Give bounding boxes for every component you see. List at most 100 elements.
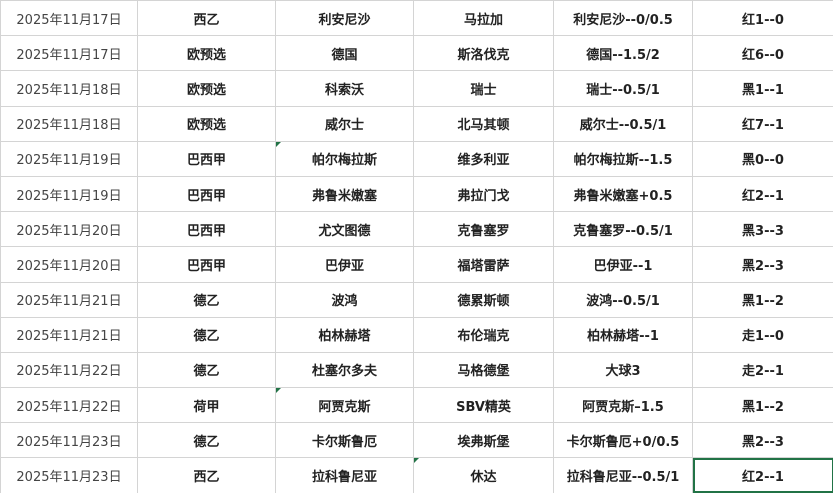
cell[interactable]: 黑3--3 [692,211,833,248]
cell[interactable]: SBV精英 [413,387,554,424]
cell[interactable]: 拉科鲁尼亚 [275,457,414,493]
cell[interactable]: 德累斯顿 [413,281,554,318]
cell[interactable]: 2025年11月18日 [0,70,138,107]
cell[interactable]: 2025年11月21日 [0,281,138,318]
cell[interactable]: 红1--0 [692,0,833,37]
cell[interactable]: 柏林赫塔--1 [553,316,693,353]
cell[interactable]: 马格德堡 [413,351,554,389]
cell[interactable]: 红7--1 [692,105,833,142]
cell[interactable]: 2025年11月18日 [0,105,138,142]
cell[interactable]: 阿贾克斯 [275,387,414,424]
cell[interactable]: 黑1--1 [692,70,833,107]
cell[interactable]: 黑1--2 [692,281,833,318]
cell[interactable]: 德乙 [137,281,276,318]
cell[interactable]: 西乙 [137,0,276,37]
cell[interactable]: 2025年11月19日 [0,140,138,177]
cell[interactable]: 利安尼沙--0/0.5 [553,0,693,37]
cell[interactable]: 北马其顿 [413,105,554,142]
cell[interactable]: 黑2--3 [692,422,833,459]
cell[interactable]: 波鸿 [275,281,414,318]
cell[interactable]: 欧预选 [137,70,276,107]
cell[interactable]: 德乙 [137,351,276,389]
cell[interactable]: 2025年11月20日 [0,211,138,248]
cell[interactable]: 福塔雷萨 [413,246,554,283]
table-row: 2025年11月22日 德乙 杜塞尔多夫 马格德堡 大球3 走2--1 [0,351,833,389]
cell[interactable]: 斯洛伐克 [413,35,554,72]
table-row: 2025年11月23日 西乙 拉科鲁尼亚 休达 拉科鲁尼亚--0.5/1 红2--1 [0,457,833,493]
table-row: 2025年11月18日 欧预选 威尔士 北马其顿 威尔士--0.5/1 红7--1 [0,105,833,142]
cell[interactable]: 波鸿--0.5/1 [553,281,693,318]
table-row: 2025年11月17日 西乙 利安尼沙 马拉加 利安尼沙--0/0.5 红1--0 [0,0,833,37]
cell[interactable]: 弗拉门戈 [413,175,554,213]
cell[interactable]: 2025年11月17日 [0,35,138,72]
cell[interactable]: 阿贾克斯–1.5 [553,387,693,424]
cell[interactable]: 瑞士 [413,70,554,107]
cell[interactable]: 2025年11月19日 [0,175,138,213]
cell[interactable]: 2025年11月22日 [0,387,138,424]
cell[interactable]: 巴西甲 [137,246,276,283]
cell[interactable]: 埃弗斯堡 [413,422,554,459]
cell[interactable]: 弗鲁米嫩塞+0.5 [553,175,693,213]
cell[interactable]: 帕尔梅拉斯 [275,140,414,177]
cell[interactable]: 利安尼沙 [275,0,414,37]
table-row: 2025年11月20日 巴西甲 巴伊亚 福塔雷萨 巴伊亚--1 黑2--3 [0,246,833,283]
cell[interactable]: 休达 [413,457,554,493]
cell[interactable]: 巴伊亚--1 [553,246,693,283]
cell[interactable]: 柏林赫塔 [275,316,414,353]
cell[interactable]: 马拉加 [413,0,554,37]
cell[interactable]: 德乙 [137,422,276,459]
cell[interactable]: 黑0--0 [692,140,833,177]
table-row: 2025年11月19日 巴西甲 帕尔梅拉斯 维多利亚 帕尔梅拉斯--1.5 黑0--0 [0,140,833,177]
cell[interactable]: 科索沃 [275,70,414,107]
cell[interactable]: 2025年11月22日 [0,351,138,389]
cell[interactable]: 2025年11月23日 [0,457,138,493]
cell[interactable]: 德国--1.5/2 [553,35,693,72]
cell[interactable]: 威尔士 [275,105,414,142]
cell[interactable]: 2025年11月20日 [0,246,138,283]
cell[interactable]: 拉科鲁尼亚--0.5/1 [553,457,693,493]
cell[interactable]: 走1--0 [692,316,833,353]
cell[interactable]: 威尔士--0.5/1 [553,105,693,142]
cell[interactable]: 巴西甲 [137,140,276,177]
cell[interactable]: 欧预选 [137,35,276,72]
table-row: 2025年11月21日 德乙 波鸿 德累斯顿 波鸿--0.5/1 黑1--2 [0,281,833,318]
cell[interactable]: 欧预选 [137,105,276,142]
cell[interactable]: 巴西甲 [137,175,276,213]
table-row: 2025年11月17日 欧预选 德国 斯洛伐克 德国--1.5/2 红6--0 [0,35,833,72]
cell[interactable]: 维多利亚 [413,140,554,177]
cell[interactable]: 大球3 [553,351,693,389]
cell[interactable]: 瑞士--0.5/1 [553,70,693,107]
cell[interactable]: 尤文图德 [275,211,414,248]
cell[interactable]: 德国 [275,35,414,72]
table-row: 2025年11月22日 荷甲 阿贾克斯 SBV精英 阿贾克斯–1.5 黑1--2 [0,387,833,424]
table-row: 2025年11月19日 巴西甲 弗鲁米嫩塞 弗拉门戈 弗鲁米嫩塞+0.5 红2--1 [0,175,833,213]
cell[interactable]: 德乙 [137,316,276,353]
cell[interactable]: 红2--1 [692,175,833,213]
cell[interactable]: 走2--1 [692,351,833,389]
table-row: 2025年11月23日 德乙 卡尔斯鲁厄 埃弗斯堡 卡尔斯鲁厄+0/0.5 黑2--3 [0,422,833,459]
cell[interactable]: 黑1--2 [692,387,833,424]
cell[interactable]: 布伦瑞克 [413,316,554,353]
cell[interactable]: 黑2--3 [692,246,833,283]
cell[interactable]: 克鲁塞罗--0.5/1 [553,211,693,248]
table-row: 2025年11月20日 巴西甲 尤文图德 克鲁塞罗 克鲁塞罗--0.5/1 黑3--3 [0,211,833,248]
table-row: 2025年11月18日 欧预选 科索沃 瑞士 瑞士--0.5/1 黑1--1 [0,70,833,107]
cell[interactable]: 2025年11月17日 [0,0,138,37]
cell[interactable]: 帕尔梅拉斯--1.5 [553,140,693,177]
cell[interactable]: 巴西甲 [137,211,276,248]
cell[interactable]: 卡尔斯鲁厄+0/0.5 [553,422,693,459]
cell[interactable]: 杜塞尔多夫 [275,351,414,389]
cell[interactable]: 荷甲 [137,387,276,424]
cell[interactable]: 2025年11月23日 [0,422,138,459]
cell[interactable]: 弗鲁米嫩塞 [275,175,414,213]
cell[interactable]: 红6--0 [692,35,833,72]
cell[interactable]: 2025年11月21日 [0,316,138,353]
cell[interactable]: 卡尔斯鲁厄 [275,422,414,459]
cell[interactable]: 西乙 [137,457,276,493]
cell[interactable]: 克鲁塞罗 [413,211,554,248]
cell[interactable]: 红2--1 [692,457,833,493]
cell[interactable]: 巴伊亚 [275,246,414,283]
